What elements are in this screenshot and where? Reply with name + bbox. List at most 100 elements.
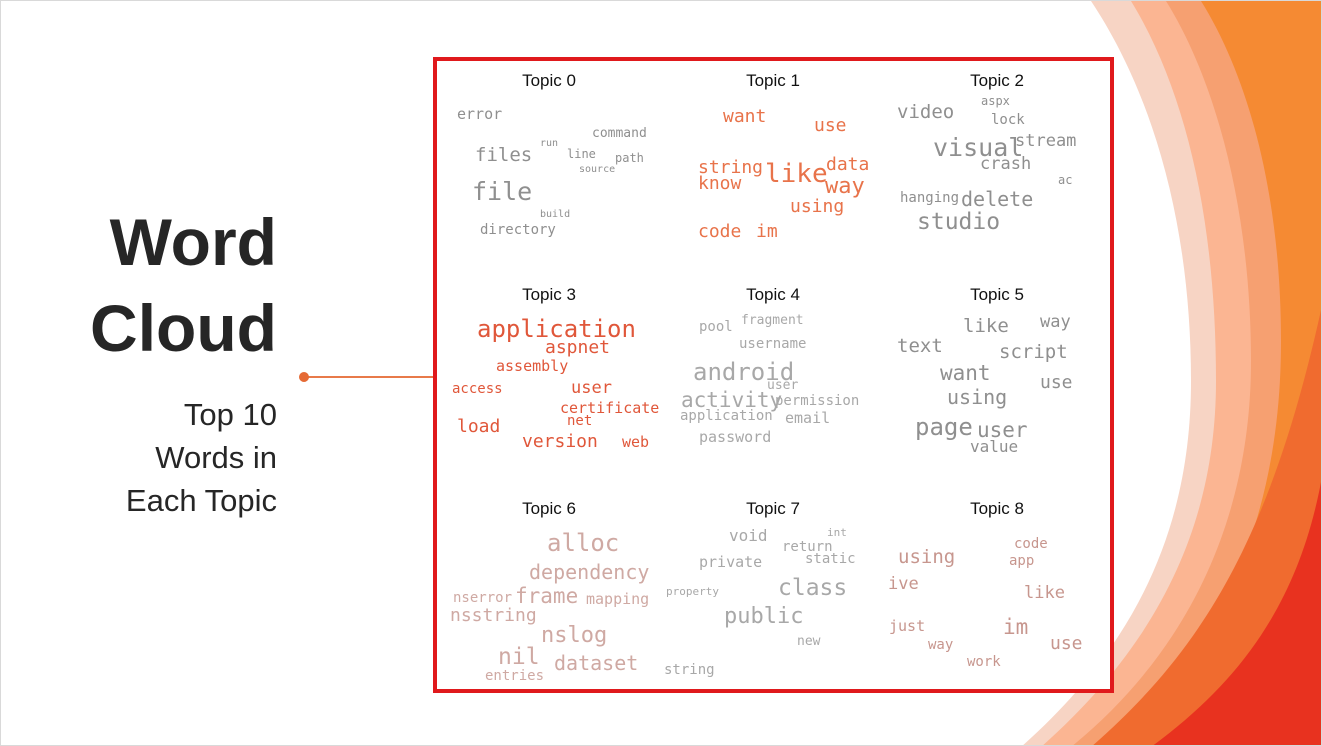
cloud-word: application	[680, 408, 773, 424]
cloud-word: user	[977, 418, 1028, 442]
cloud-word: permission	[775, 393, 860, 409]
cloud-word: assembly	[496, 357, 569, 375]
cloud-word: use	[1040, 372, 1073, 393]
topic-panel: Topic 3 application aspnet assembly access us…	[437, 275, 661, 485]
cloud-word: username	[739, 336, 807, 352]
cloud-word: build	[540, 209, 571, 220]
cloud-word: string	[664, 662, 715, 678]
cloud-word: lock	[991, 112, 1025, 128]
topic-title: Topic 2	[970, 71, 1024, 90]
cloud-word: im	[756, 221, 778, 242]
topic-title: Topic 6	[522, 499, 576, 518]
topic-title: Topic 5	[970, 285, 1024, 304]
cloud-word: nslog	[541, 623, 608, 648]
slide-subtitle: Top 10 Words in Each Topic	[126, 393, 277, 522]
cloud-word: using	[790, 196, 845, 217]
cloud-word: delete	[961, 187, 1034, 211]
cloud-word: alloc	[547, 529, 620, 557]
cloud-word: property	[666, 585, 719, 598]
cloud-word: like	[963, 315, 1009, 337]
cloud-word: dataset	[554, 651, 639, 675]
cloud-word: text	[897, 335, 943, 357]
topic-panel: Topic 5 like way text script want use using page…	[885, 275, 1109, 485]
cloud-word: data	[826, 154, 870, 175]
cloud-word: aspnet	[545, 337, 611, 358]
cloud-word: line	[567, 147, 596, 161]
slide-title-line-2: Cloud	[90, 291, 277, 365]
cloud-word: command	[592, 126, 647, 141]
cloud-word: crash	[980, 154, 1032, 174]
cloud-word: dependency	[529, 560, 650, 584]
cloud-word: app	[1009, 553, 1035, 569]
cloud-word: way	[1040, 312, 1071, 332]
slide-subtitle-line-3: Each Topic	[125, 483, 277, 518]
cloud-word: ive	[888, 574, 919, 594]
cloud-word: nsstring	[450, 605, 537, 626]
topic-panel: Topic 0 error command run line path files sourc…	[437, 61, 661, 271]
cloud-word: files	[475, 144, 533, 166]
cloud-word: aspx	[981, 94, 1010, 108]
cloud-word: password	[699, 428, 772, 446]
cloud-word: script	[999, 341, 1068, 363]
cloud-word: run	[540, 138, 559, 149]
cloud-word: class	[778, 575, 848, 601]
cloud-word: entries	[485, 668, 545, 684]
cloud-word: net	[567, 413, 593, 429]
cloud-word: use	[1050, 633, 1083, 654]
cloud-word: directory	[480, 222, 556, 238]
cloud-word: work	[967, 654, 1001, 670]
cloud-word: activity	[681, 388, 783, 412]
cloud-word: like	[765, 159, 828, 189]
topic-title: Topic 0	[522, 71, 576, 90]
topic-title: Topic 7	[746, 499, 800, 518]
topic-title: Topic 3	[522, 285, 576, 304]
cloud-word: email	[785, 409, 831, 427]
slide-subtitle-line-1: Top 10	[183, 397, 277, 432]
connector-dot	[299, 372, 309, 382]
cloud-word: like	[1024, 583, 1065, 603]
cloud-word: way	[928, 637, 954, 653]
topic-title: Topic 4	[746, 285, 800, 304]
cloud-word: using	[947, 385, 1008, 409]
cloud-word: file	[472, 177, 533, 206]
topic-panel: Topic 7 void int return private static propert…	[661, 489, 885, 699]
cloud-word: user	[571, 378, 612, 398]
topic-panel: Topic 1 want use string data like know way using…	[661, 61, 885, 271]
cloud-word: im	[1003, 615, 1029, 639]
cloud-word: private	[699, 553, 763, 571]
cloud-word: frame	[515, 584, 579, 608]
cloud-word: code	[698, 221, 742, 242]
connector-line	[304, 376, 434, 378]
cloud-word: visual	[933, 133, 1024, 162]
cloud-word: want	[940, 361, 991, 385]
cloud-word: use	[814, 115, 847, 136]
word-cloud-figure: Topic 0 error command run line path files sourc…	[433, 57, 1114, 693]
slide-title: Word Cloud	[90, 199, 277, 371]
cloud-word: string	[698, 157, 764, 178]
cloud-word: load	[457, 416, 501, 437]
cloud-word: source	[579, 164, 616, 175]
topic-panel: Topic 8 code using app ive like just im way use wo…	[885, 489, 1109, 699]
cloud-word: just	[889, 617, 926, 635]
topic-panel: Topic 6 alloc dependency nserror frame mappin…	[437, 489, 661, 699]
cloud-word: code	[1014, 536, 1048, 552]
cloud-word: pool	[699, 319, 733, 335]
cloud-word: static	[805, 551, 856, 567]
cloud-word: certificate	[560, 399, 660, 417]
cloud-word: void	[729, 526, 768, 545]
cloud-word: studio	[917, 209, 1001, 235]
cloud-word: nserror	[453, 590, 513, 606]
topic-title: Topic 1	[746, 71, 800, 90]
cloud-word: int	[827, 526, 847, 539]
slide-title-line-1: Word	[109, 205, 277, 279]
cloud-word: ac	[1058, 173, 1073, 187]
slide-subtitle-line-2: Words in	[155, 440, 277, 475]
cloud-word: mapping	[586, 590, 650, 608]
cloud-word: version	[522, 431, 598, 452]
cloud-word: page	[915, 413, 973, 441]
topic-title: Topic 8	[970, 499, 1024, 518]
cloud-word: stream	[1015, 131, 1077, 151]
cloud-word: video	[897, 101, 955, 123]
